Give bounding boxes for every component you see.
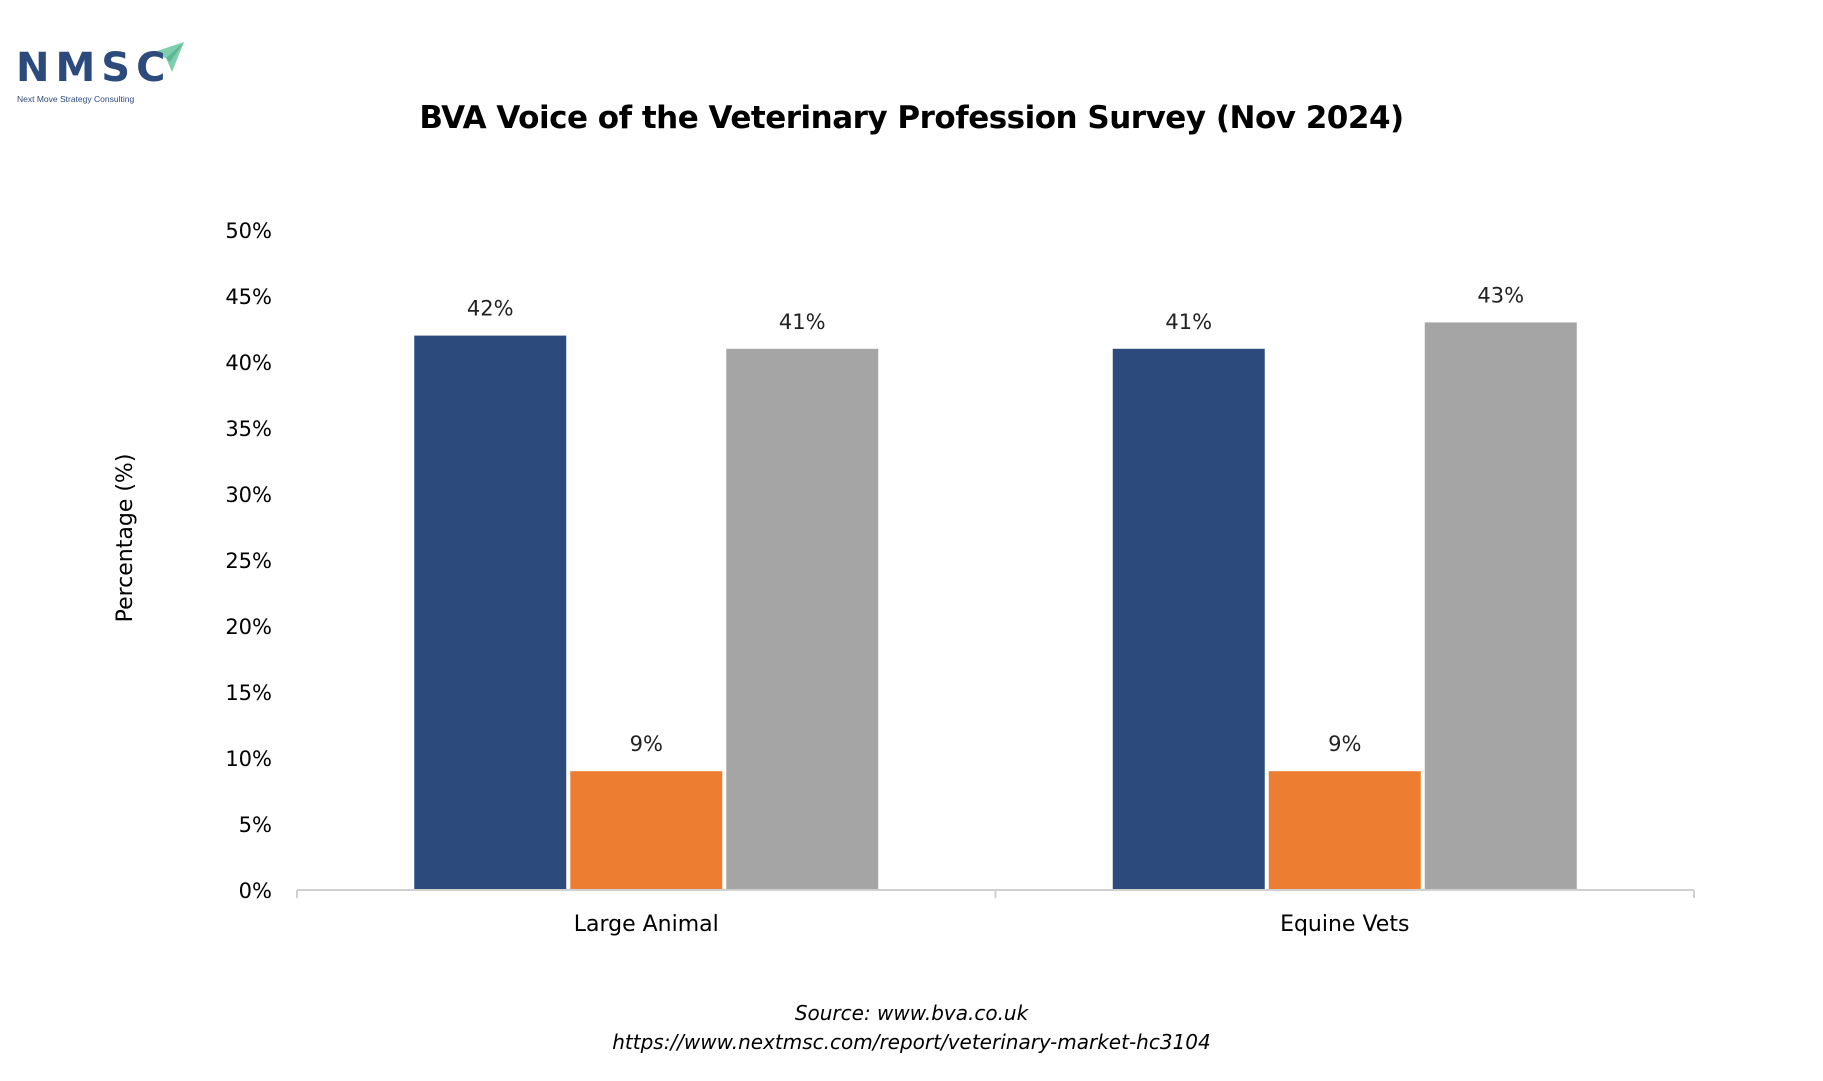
bars <box>414 322 1577 891</box>
bar-value-label: 9% <box>1328 732 1361 756</box>
bar <box>414 335 567 891</box>
y-tick-label: 45% <box>225 285 272 309</box>
y-tick-label: 0% <box>239 879 272 903</box>
x-category-label: Equine Vets <box>1280 912 1409 937</box>
y-tick-label: 15% <box>225 681 272 705</box>
y-tick-label: 35% <box>225 417 272 441</box>
y-tick-label: 30% <box>225 483 272 507</box>
y-tick-label: 10% <box>225 747 272 771</box>
x-category-label: Large Animal <box>574 912 719 937</box>
bar <box>1268 771 1421 890</box>
bar-value-label: 41% <box>1165 310 1212 334</box>
bar <box>570 771 723 890</box>
x-axis-categories: Large Animal Equine Vets <box>574 912 1410 937</box>
bar <box>726 348 879 890</box>
logo-subtitle: Next Move Strategy Consulting <box>17 94 135 104</box>
bar-value-label: 43% <box>1477 283 1524 307</box>
source-text: Source: www.bva.co.uk <box>794 1001 1029 1025</box>
y-axis-label: Percentage (%) <box>113 454 138 623</box>
y-tick-label: 5% <box>239 813 272 837</box>
chart-title: BVA Voice of the Veterinary Profession S… <box>419 100 1404 136</box>
x-axis <box>296 889 1695 898</box>
bar <box>1424 322 1577 890</box>
logo-text: NMSC <box>16 45 172 91</box>
nmsc-logo: NMSC Next Move Strategy Consulting <box>16 38 184 108</box>
y-axis-ticks: 0% 5% 10% 15% 20% 25% 30% 35% 40% 45% 50% <box>225 219 272 903</box>
paper-plane-icon <box>148 42 184 72</box>
data-labels: 42% 9% 41% 41% 9% 43% <box>467 283 1524 756</box>
y-tick-label: 25% <box>225 549 272 573</box>
bar <box>1112 348 1265 890</box>
bar-value-label: 42% <box>467 297 514 321</box>
source-url: https://www.nextmsc.com/report/veterinar… <box>612 1030 1211 1054</box>
bar-value-label: 41% <box>779 310 826 334</box>
y-tick-label: 50% <box>225 219 272 243</box>
bar-value-label: 9% <box>630 732 663 756</box>
y-tick-label: 40% <box>225 351 272 375</box>
y-tick-label: 20% <box>225 615 272 639</box>
